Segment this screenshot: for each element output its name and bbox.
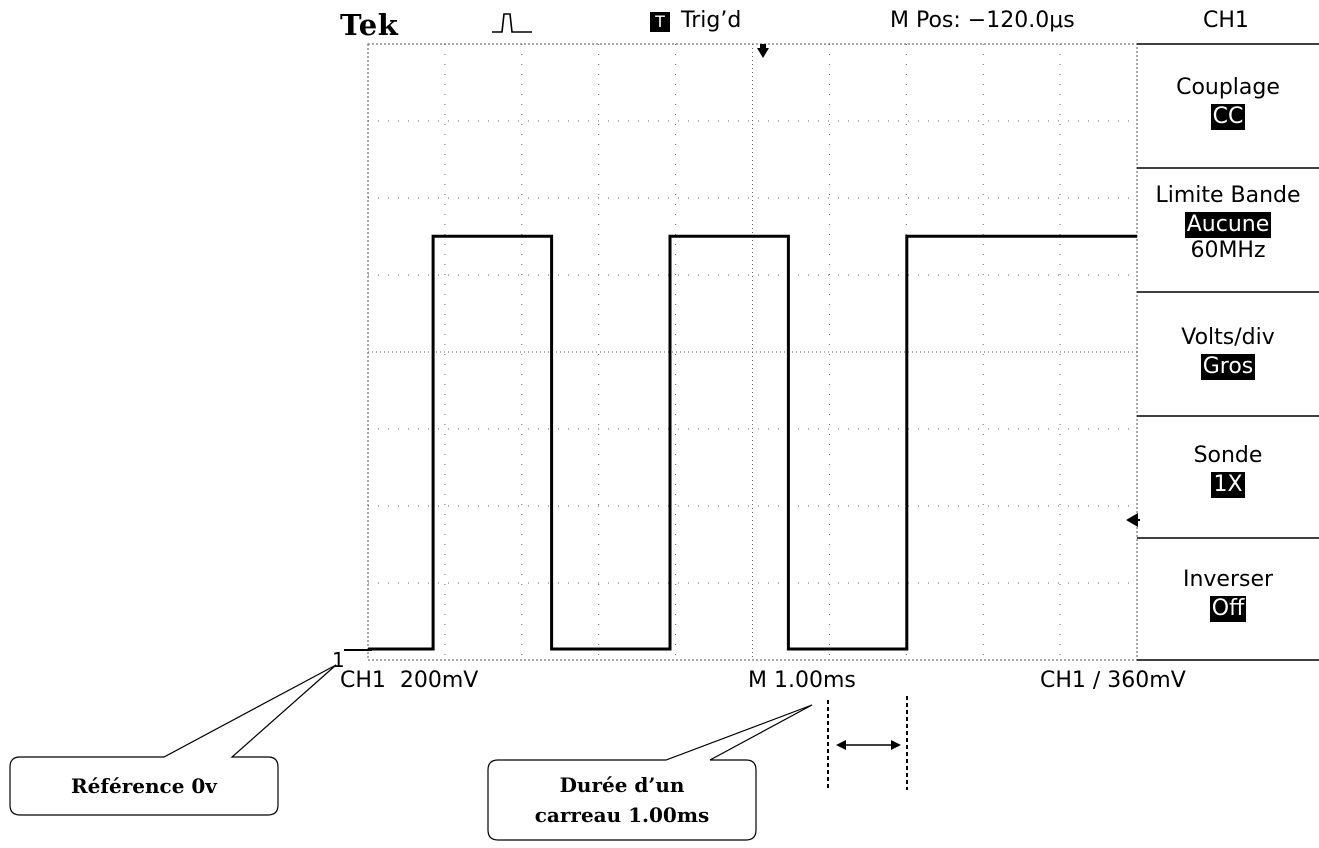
coupling-value: CC bbox=[1210, 104, 1246, 130]
ch1-waveform bbox=[368, 234, 1137, 651]
volts-div-value: Gros bbox=[1200, 354, 1256, 380]
channel-menu: Couplage CC Limite Bande Aucune 60MHz Vo… bbox=[1137, 44, 1319, 661]
menu-bandwidth-limit[interactable]: Limite Bande Aucune 60MHz bbox=[1137, 182, 1319, 264]
ch1-volts-readout: CH1 200mV bbox=[340, 668, 479, 693]
duration-callout-bubble bbox=[487, 704, 813, 841]
menu-channel-title: CH1 bbox=[1203, 8, 1249, 33]
trigger-position-marker bbox=[757, 44, 769, 58]
menu-coupling[interactable]: Couplage CC bbox=[1137, 74, 1319, 130]
probe-value: 1X bbox=[1211, 472, 1245, 498]
menu-volts-div[interactable]: Volts/div Gros bbox=[1137, 324, 1319, 380]
menu-borders bbox=[1137, 43, 1319, 661]
trigger-level-readout: CH1 ∕ 360mV bbox=[1040, 668, 1186, 693]
coupling-label: Couplage bbox=[1176, 75, 1280, 100]
graticule-border bbox=[367, 43, 1138, 661]
duration-callout-text: Durée d’un carreau 1.00ms bbox=[488, 770, 756, 830]
acquire-mode-icon bbox=[492, 13, 532, 33]
trigger-badge: T bbox=[650, 12, 670, 32]
graticule bbox=[368, 44, 1137, 660]
horizontal-position: M Pos: −120.0μs bbox=[890, 8, 1075, 33]
trigger-status: Trig’d bbox=[681, 8, 742, 33]
menu-invert[interactable]: Inverser Off bbox=[1137, 566, 1319, 622]
bandwidth-option: 60MHz bbox=[1190, 238, 1266, 263]
invert-value: Off bbox=[1209, 596, 1247, 622]
bandwidth-label: Limite Bande bbox=[1155, 183, 1301, 208]
reference-callout-bubble bbox=[9, 664, 337, 816]
tek-logo: Tek bbox=[340, 8, 399, 42]
volts-div-label: Volts/div bbox=[1181, 325, 1275, 350]
probe-label: Sonde bbox=[1193, 443, 1263, 468]
duration-callout-line2: carreau 1.00ms bbox=[534, 803, 710, 827]
menu-probe[interactable]: Sonde 1X bbox=[1137, 442, 1319, 498]
reference-callout-text: Référence 0v bbox=[71, 774, 217, 798]
division-width-arrow bbox=[836, 740, 901, 750]
trigger-level-marker bbox=[1126, 513, 1138, 527]
timebase-readout: M 1.00ms bbox=[748, 668, 856, 693]
invert-label: Inverser bbox=[1182, 567, 1274, 592]
duration-callout-line1: Durée d’un bbox=[559, 773, 685, 797]
bandwidth-value: Aucune bbox=[1184, 212, 1272, 238]
